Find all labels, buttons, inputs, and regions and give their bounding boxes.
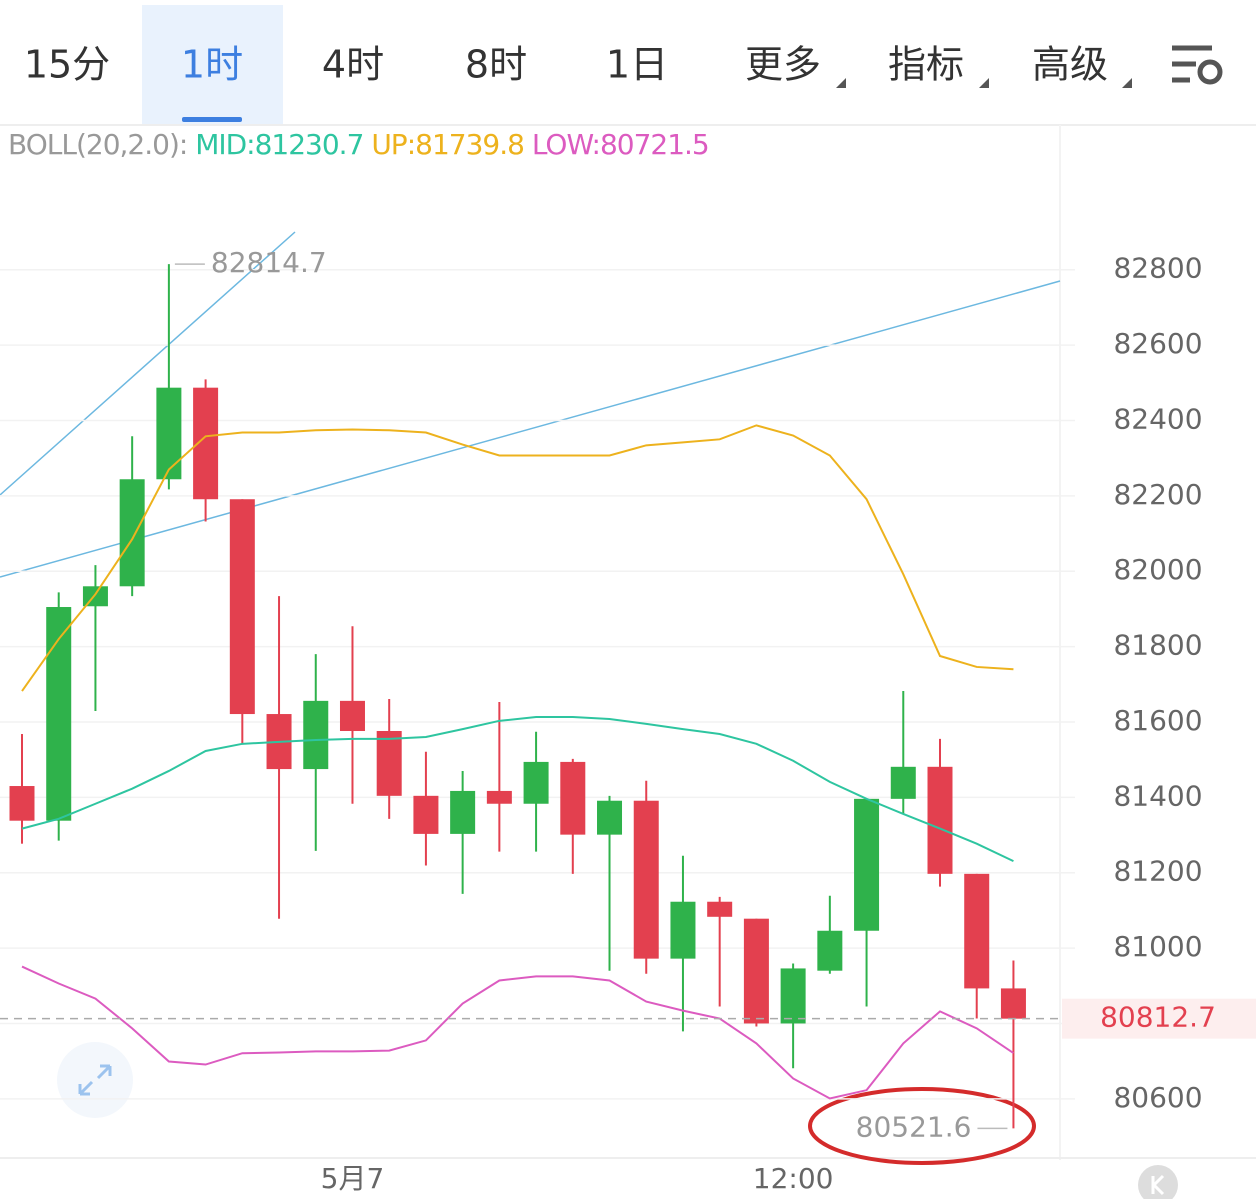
candle-body [339, 700, 365, 732]
indicator-label: BOLL(20,2.0): [8, 128, 188, 161]
tab-selected-bg [142, 5, 283, 125]
candle-body [376, 731, 402, 796]
candle-body [633, 800, 659, 959]
y-tick-label: 82800 [1113, 252, 1202, 285]
candle-body [964, 873, 990, 989]
candle-body [486, 790, 512, 804]
tab[interactable]: 4时 [322, 43, 384, 87]
y-tick-label: 81800 [1113, 629, 1202, 662]
x-tick-label: 5月7 [321, 1162, 385, 1195]
y-tick-label: 81600 [1113, 704, 1202, 737]
indicator-legend: BOLL(20,2.0): MID:81230.7 UP:81739.8 LOW… [8, 128, 710, 161]
tab[interactable]: 指标 [888, 43, 964, 87]
candle-body [156, 387, 182, 480]
candle-body [890, 766, 916, 799]
last-price-label: 80812.7 [1100, 1001, 1216, 1034]
y-tick-label: 80600 [1113, 1081, 1202, 1114]
trend-line [0, 280, 1061, 578]
y-tick-label: 81000 [1113, 930, 1202, 963]
candle-body [707, 901, 733, 917]
dropdown-arrow [979, 78, 989, 88]
candle-body [9, 786, 35, 821]
band-line [21, 965, 1014, 1100]
highlight-circle [808, 1087, 1036, 1165]
dropdown-arrow [836, 78, 846, 88]
candle-body [1000, 988, 1026, 1019]
y-tick-label: 82200 [1113, 478, 1202, 511]
band-line [21, 716, 1014, 863]
band-line [21, 424, 1014, 692]
candle-body [46, 607, 72, 821]
tab-indicator [182, 117, 242, 122]
candle-body [927, 766, 953, 874]
y-tick-label: 82000 [1113, 553, 1202, 586]
candle-body [597, 800, 623, 835]
x-tick-label: 12:00 [753, 1162, 834, 1195]
tab[interactable]: 1时 [181, 43, 243, 87]
candle-body [780, 968, 806, 1024]
y-tick-label: 81400 [1113, 779, 1202, 812]
candle-body [119, 479, 145, 587]
tab[interactable]: 高级 [1032, 43, 1108, 87]
tab[interactable]: 8时 [465, 43, 527, 87]
trend-line [0, 231, 296, 496]
high-label: 82814.7 [211, 246, 327, 279]
legend-entry: MID:81230.7 [195, 128, 364, 161]
candle-body [560, 761, 586, 835]
tab[interactable]: 更多 [745, 43, 821, 87]
dropdown-arrow [1122, 78, 1132, 88]
tab[interactable]: 1日 [606, 43, 668, 87]
candle-body [413, 795, 439, 834]
candle-body [82, 586, 108, 607]
legend-entry: LOW:80721.5 [531, 128, 710, 161]
expand-button[interactable] [57, 1042, 133, 1118]
candle-body [670, 901, 696, 959]
candle-body [817, 930, 843, 971]
candle-body [229, 499, 255, 715]
y-tick-label: 81200 [1113, 855, 1202, 888]
last-price-bg [1062, 998, 1256, 1039]
tab[interactable]: 15分 [24, 43, 110, 87]
candle-body [523, 761, 549, 804]
settings-icon[interactable] [1172, 45, 1223, 85]
legend-entry: UP:81739.8 [371, 128, 525, 161]
candle-body [303, 700, 329, 770]
candle-body [743, 918, 769, 1024]
k-logo [1138, 1165, 1178, 1199]
y-tick-label: 82400 [1113, 402, 1202, 435]
candle-body [854, 798, 880, 931]
low-label: 80521.6 [856, 1110, 972, 1143]
candle-body [450, 790, 476, 834]
y-tick-label: 82600 [1113, 327, 1202, 360]
